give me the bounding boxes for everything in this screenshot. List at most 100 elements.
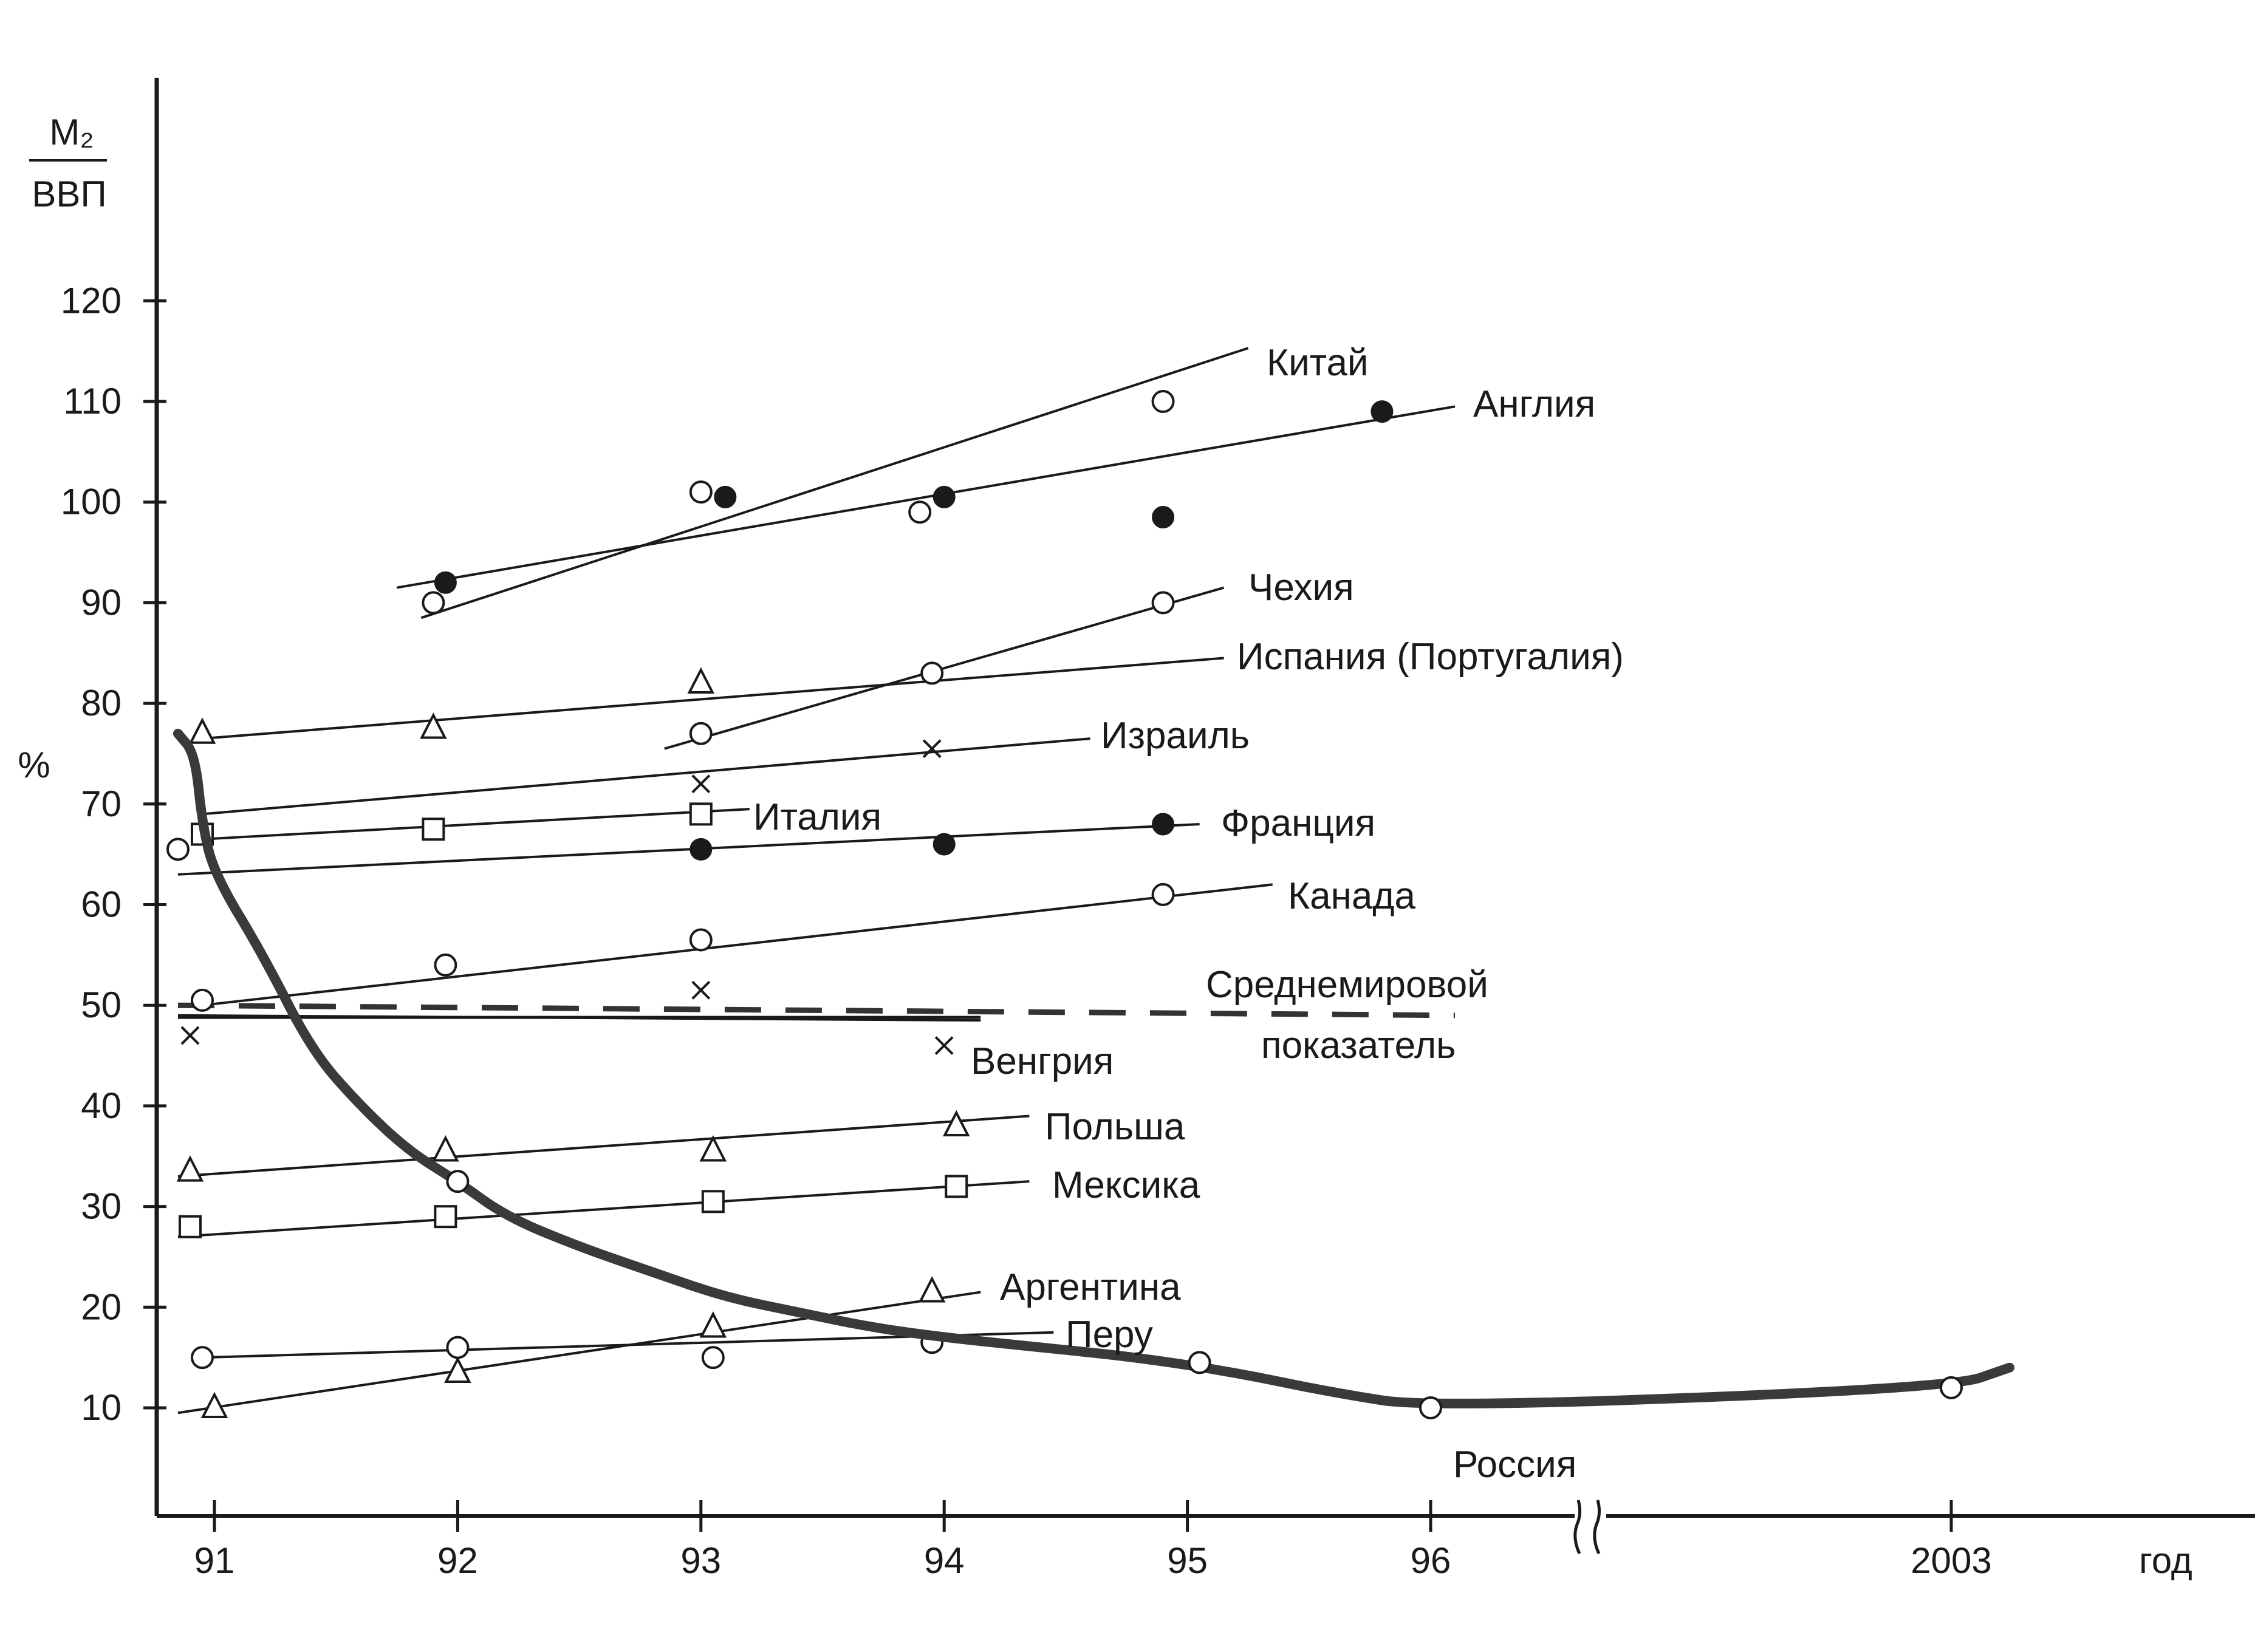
marker-испания-португалия- bbox=[188, 717, 216, 744]
marker-польша bbox=[432, 1135, 459, 1162]
x-tick-label: 96 bbox=[1411, 1540, 1451, 1581]
label-italy: Италия bbox=[753, 796, 881, 838]
marker-англия bbox=[434, 571, 457, 594]
marker-мексика bbox=[701, 1190, 725, 1213]
x-tick-label: 2003 bbox=[1911, 1540, 1991, 1581]
y-tick-label: 40 bbox=[81, 1085, 121, 1126]
label-world-average-2: показатель bbox=[1261, 1025, 1456, 1067]
cross-stroke bbox=[180, 1026, 200, 1045]
x-tick-label: 94 bbox=[924, 1540, 965, 1581]
marker-испания-португалия- bbox=[420, 712, 447, 739]
y-tick-label: 100 bbox=[61, 482, 121, 522]
x-tick-label: 95 bbox=[1167, 1540, 1208, 1581]
x-tick-label: 91 bbox=[194, 1540, 235, 1581]
label-czech: Чехия bbox=[1248, 567, 1354, 609]
marker-польша bbox=[942, 1110, 970, 1137]
trend-line-польша bbox=[177, 1114, 1030, 1178]
label-mexico: Мексика bbox=[1052, 1164, 1200, 1206]
label-peru: Перу bbox=[1066, 1314, 1153, 1356]
marker-франция bbox=[1152, 813, 1175, 836]
marker-израиль bbox=[922, 739, 942, 759]
marker-чехия bbox=[920, 661, 944, 685]
y-axis-unit: % bbox=[18, 745, 50, 785]
label-argentina: Аргентина bbox=[1000, 1266, 1181, 1308]
y-tick-label: 30 bbox=[81, 1186, 121, 1227]
trend-line-мексика bbox=[177, 1180, 1030, 1238]
marker-канада bbox=[190, 988, 214, 1012]
y-tick-label: 70 bbox=[81, 783, 121, 824]
marker-аргентина bbox=[444, 1356, 471, 1384]
trend-lines bbox=[177, 347, 1456, 1415]
trend-line-китай bbox=[420, 347, 1249, 620]
marker-мексика bbox=[434, 1205, 457, 1229]
marker-чехия bbox=[1151, 591, 1175, 615]
y-tick-label: 20 bbox=[81, 1286, 121, 1327]
trend-line-италия bbox=[202, 808, 750, 841]
label-spain: Испания (Португалия) bbox=[1237, 636, 1624, 678]
marker-аргентина bbox=[699, 1311, 727, 1338]
marker-russia bbox=[446, 1170, 470, 1193]
marker-канада bbox=[689, 928, 713, 952]
label-poland: Польша bbox=[1045, 1106, 1185, 1148]
markers bbox=[176, 390, 1394, 1418]
y-tick-label: 90 bbox=[81, 582, 121, 623]
marker-китай bbox=[689, 480, 713, 504]
trend-line-среднемировой-показатель bbox=[177, 1002, 1456, 1019]
y-tick-label: 10 bbox=[81, 1387, 121, 1428]
marker-аргентина bbox=[200, 1391, 228, 1418]
marker-венгрия bbox=[691, 980, 711, 1000]
marker-russia bbox=[1419, 1396, 1442, 1419]
marker-англия bbox=[714, 485, 737, 508]
marker-англия bbox=[1152, 506, 1175, 529]
marker-канада bbox=[1151, 882, 1175, 906]
cross-stroke bbox=[934, 1036, 954, 1055]
marker-франция bbox=[690, 838, 713, 861]
russia-curve bbox=[173, 728, 2014, 1408]
marker-мексика bbox=[945, 1175, 968, 1198]
marker-чехия bbox=[689, 722, 713, 745]
marker-польша bbox=[699, 1135, 727, 1162]
trend-line-израиль bbox=[202, 737, 1090, 816]
trend-line-франция bbox=[177, 822, 1200, 876]
marker-англия bbox=[1370, 400, 1394, 423]
label-israel: Израиль bbox=[1101, 715, 1250, 757]
marker-польша bbox=[176, 1155, 204, 1182]
label-canada: Канада bbox=[1288, 875, 1415, 917]
marker-италия bbox=[422, 817, 445, 841]
marker-венгрия bbox=[934, 1036, 954, 1055]
marker-израиль bbox=[691, 774, 711, 794]
marker-мексика bbox=[178, 1215, 202, 1238]
label-england: Англия bbox=[1473, 383, 1595, 425]
marker-перу bbox=[190, 1346, 214, 1370]
marker-russia bbox=[1188, 1351, 1211, 1374]
y-ticks: 10 20 30 40 50 60 70 80 90 100 110 120 bbox=[61, 280, 166, 1428]
label-france: Франция bbox=[1221, 802, 1375, 844]
cross-stroke bbox=[922, 739, 942, 759]
label-hungary: Венгрия bbox=[971, 1040, 1114, 1082]
axis-break-mark bbox=[1573, 1500, 1601, 1555]
marker-канада bbox=[434, 953, 457, 977]
y-tick-label: 110 bbox=[63, 381, 121, 422]
marker-италия bbox=[689, 802, 713, 826]
y-axis-title-top: M₂ bbox=[49, 112, 94, 152]
marker-russia bbox=[1940, 1376, 1963, 1399]
marker-испания-португалия- bbox=[687, 667, 715, 694]
x-ticks: 91 92 93 94 95 96 2003 bbox=[194, 1500, 1992, 1581]
marker-russia bbox=[166, 838, 190, 861]
marker-перу bbox=[446, 1336, 470, 1359]
y-axis-title-bottom: ВВП bbox=[32, 174, 106, 214]
cross-stroke bbox=[691, 774, 711, 794]
trend-line-чехия bbox=[664, 586, 1225, 750]
y-tick-label: 80 bbox=[81, 683, 121, 723]
marker-перу bbox=[701, 1346, 725, 1370]
marker-китай bbox=[422, 591, 445, 615]
marker-англия bbox=[932, 485, 956, 508]
label-china: Китай bbox=[1267, 342, 1369, 384]
russia-series bbox=[166, 728, 2014, 1419]
trend-line-англия bbox=[396, 405, 1456, 589]
marker-китай bbox=[908, 500, 932, 524]
trend-line-испания-португалия- bbox=[202, 657, 1224, 740]
x-tick-label: 93 bbox=[680, 1540, 721, 1581]
marker-китай bbox=[1151, 390, 1175, 413]
marker-аргентина bbox=[918, 1276, 946, 1303]
